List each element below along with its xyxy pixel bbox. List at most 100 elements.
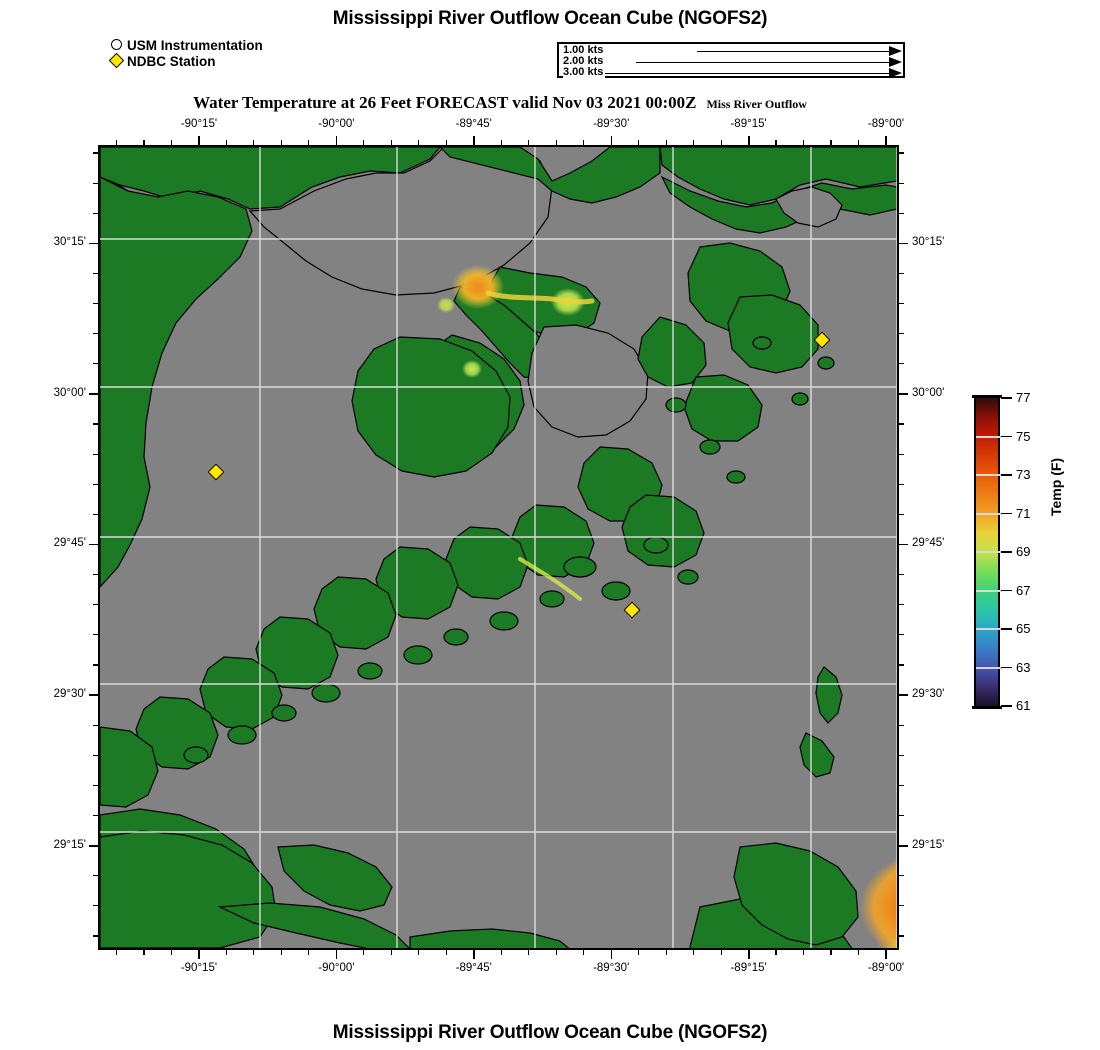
lon-tick-bottom	[308, 950, 310, 955]
lat-tick-right	[899, 212, 904, 214]
lat-tick-right	[899, 694, 908, 697]
colorbar-separator	[976, 474, 1002, 476]
lon-tick-bottom	[500, 950, 502, 955]
map-gridlines	[100, 147, 897, 948]
velocity-scale-row: 3.00 kts	[559, 66, 903, 79]
lat-label-left: 30°15'	[53, 236, 86, 249]
lat-tick-right	[899, 272, 904, 275]
subtitle-region: Miss River Outflow	[706, 97, 807, 111]
pass-thread-east	[518, 557, 582, 601]
lon-tick-bottom	[335, 950, 338, 959]
current-arrows-svg	[100, 147, 897, 948]
lon-tick-bottom	[857, 950, 860, 955]
station-legend: USM Instrumentation NDBC Station	[108, 38, 263, 70]
colorbar-tick-label: 77	[1016, 390, 1031, 405]
lat-tick-right	[899, 574, 904, 576]
lat-label-left: 29°45'	[53, 537, 86, 550]
lon-label-bottom: -90°15'	[180, 962, 218, 974]
velocity-arrow-head	[889, 46, 902, 56]
lon-tick-bottom	[775, 950, 777, 955]
lon-tick-top	[335, 136, 338, 145]
lat-tick-right	[899, 664, 904, 666]
velocity-arrow-head	[889, 57, 902, 67]
plume-pass-c	[437, 297, 455, 313]
lon-label-top: -89°00'	[867, 118, 905, 130]
lon-label-top: -90°15'	[180, 118, 218, 130]
colorbar-tick	[1001, 628, 1012, 630]
lat-label-right: 29°30'	[912, 688, 945, 701]
velocity-arrow-shaft	[576, 73, 889, 75]
plume-lake-inflow	[452, 265, 504, 309]
velocity-arrow-head	[889, 68, 902, 78]
lat-tick-left	[89, 845, 98, 847]
lon-label-top: -89°30'	[593, 118, 630, 130]
velocity-scale-row: 1.00 kts	[559, 44, 903, 57]
lat-label-right: 30°00'	[912, 386, 945, 399]
lon-tick-bottom	[802, 950, 805, 955]
colorbar-tick-label: 71	[1016, 505, 1031, 521]
lat-label-right: 29°45'	[912, 537, 945, 550]
ndbc-diamond-icon	[108, 52, 127, 69]
current-arrows-layer	[100, 147, 897, 948]
colorbar-tick-label: 65	[1016, 621, 1031, 636]
lat-tick-right	[899, 483, 904, 485]
lat-tick-right	[899, 423, 904, 425]
lat-label-left: 29°30'	[53, 688, 86, 701]
lon-label-bottom: -89°15'	[730, 962, 767, 974]
colorbar-tick	[1001, 397, 1012, 399]
lon-tick-bottom	[115, 950, 118, 955]
lat-tick-right	[899, 784, 904, 786]
lat-tick-right	[899, 302, 904, 305]
colorbar-tick-label: 63	[1016, 659, 1031, 675]
page-title-bottom: Mississippi River Outflow Ocean Cube (NG…	[332, 1022, 768, 1043]
lon-label-top: -89°15'	[730, 118, 767, 130]
lon-tick-top	[747, 136, 750, 145]
page-title-top: Mississippi River Outflow Ocean Cube (NG…	[332, 8, 768, 29]
legend-item-usm: USM Instrumentation	[110, 38, 263, 53]
colorbar-axis-title: Temp (F)	[1048, 457, 1064, 516]
colorbar-separator	[976, 666, 1002, 669]
colorbar-gradient	[974, 398, 1002, 706]
colorbar-tick-label: 67	[1016, 582, 1031, 598]
lat-tick-right	[899, 875, 904, 877]
velocity-arrow-shaft	[697, 51, 889, 53]
velocity-scale-label: 3.00 kts	[563, 66, 606, 78]
lon-tick-bottom	[280, 950, 282, 955]
lat-tick-right	[899, 754, 904, 756]
lon-tick-bottom	[747, 950, 750, 959]
lat-tick-right	[899, 724, 904, 726]
lat-label-left: 29°15'	[53, 838, 86, 851]
lat-tick-right	[899, 604, 904, 606]
colorbar-separator	[976, 628, 1002, 630]
lat-tick-right	[899, 513, 904, 515]
colorbar-tick	[1001, 666, 1012, 669]
map-frame[interactable]	[98, 145, 899, 950]
lon-tick-top	[610, 136, 613, 145]
velocity-scale-row: 2.00 kts	[559, 56, 903, 68]
lon-tick-bottom	[830, 950, 832, 955]
lat-label-right: 29°15'	[912, 838, 945, 851]
colorbar-separator	[976, 551, 1002, 553]
lon-tick-bottom	[170, 950, 173, 955]
lon-tick-top	[473, 136, 475, 145]
lon-label-bottom: -89°45'	[455, 962, 492, 974]
colorbar-tick	[1001, 474, 1012, 476]
lon-tick-bottom	[555, 950, 557, 955]
colorbar-separator	[976, 512, 1002, 515]
river-thread	[485, 290, 595, 305]
lon-tick-bottom	[665, 950, 667, 955]
lat-tick-right	[899, 393, 908, 395]
lat-label-left: 30°00'	[53, 386, 86, 399]
map-canvas[interactable]	[100, 147, 897, 948]
plume-gulf-warm	[512, 947, 588, 948]
lat-label-right: 30°15'	[912, 236, 945, 249]
lat-tick-right	[899, 152, 904, 154]
velocity-scale-label: 1.00 kts	[563, 44, 606, 56]
plume-pass-b	[462, 360, 482, 378]
colorbar-tick	[1001, 589, 1012, 592]
colorbar-separator	[976, 435, 1002, 438]
lat-tick-left	[89, 393, 98, 395]
lat-tick-left	[89, 242, 98, 245]
legend-label-usm: USM Instrumentation	[127, 38, 263, 53]
subtitle: Water Temperature at 26 Feet FORECAST va…	[0, 93, 1000, 113]
